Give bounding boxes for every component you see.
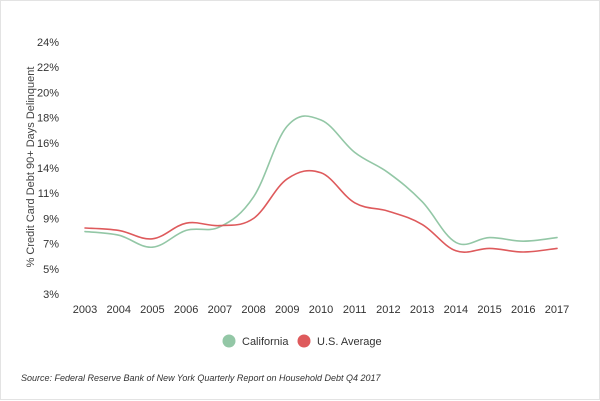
x-tick-label: 2009 <box>275 304 299 316</box>
y-tick-label: 24% <box>37 37 59 49</box>
y-tick-label: 5% <box>43 264 59 276</box>
x-tick-label: 2008 <box>241 304 265 316</box>
series-line-1 <box>84 115 558 249</box>
legend-swatch <box>222 334 236 348</box>
legend: California U.S. Average <box>222 334 382 348</box>
series-line-2 <box>84 169 558 254</box>
x-tick-label: 2014 <box>444 304 468 316</box>
x-axis-ticks: 2003 2004 2005 2006 2007 2008 2009 2010 2011 2012… <box>73 304 569 316</box>
x-tick-label: 2005 <box>140 304 164 316</box>
y-tick-label: 7% <box>43 239 59 251</box>
series-lines <box>84 115 558 254</box>
y-tick-label: 14% <box>37 163 59 175</box>
x-tick-label: 2016 <box>511 304 535 316</box>
legend-swatch <box>297 334 311 348</box>
y-tick-label: 16% <box>37 138 59 150</box>
x-tick-label: 2012 <box>376 304 400 316</box>
x-tick-label: 2015 <box>477 304 501 316</box>
y-tick-label: 20% <box>37 87 59 99</box>
y-tick-label: 9% <box>43 213 59 225</box>
x-tick-label: 2003 <box>73 304 97 316</box>
y-tick-label: 11% <box>38 188 59 200</box>
legend-label: U.S. Average <box>317 336 382 348</box>
x-tick-label: 2017 <box>545 304 569 316</box>
x-tick-label: 2010 <box>309 304 333 316</box>
y-axis-label: % Credit Card Debt 90+ Days Delinquent <box>25 67 37 268</box>
y-tick-label: 3% <box>43 289 59 301</box>
x-tick-label: 2007 <box>208 304 232 316</box>
x-tick-label: 2011 <box>343 304 367 316</box>
x-tick-label: 2004 <box>106 304 130 316</box>
x-tick-label: 2013 <box>410 304 434 316</box>
x-tick-label: 2006 <box>174 304 198 316</box>
y-tick-label: 18% <box>37 113 59 125</box>
y-axis-ticks: 24% 22% 20% 18% 16% 14% 11% 9% 7% 5% 3% <box>37 37 59 301</box>
legend-label: California <box>242 336 289 348</box>
source-note: Source: Federal Reserve Bank of New York… <box>21 373 381 383</box>
y-tick-label: 22% <box>37 62 59 74</box>
